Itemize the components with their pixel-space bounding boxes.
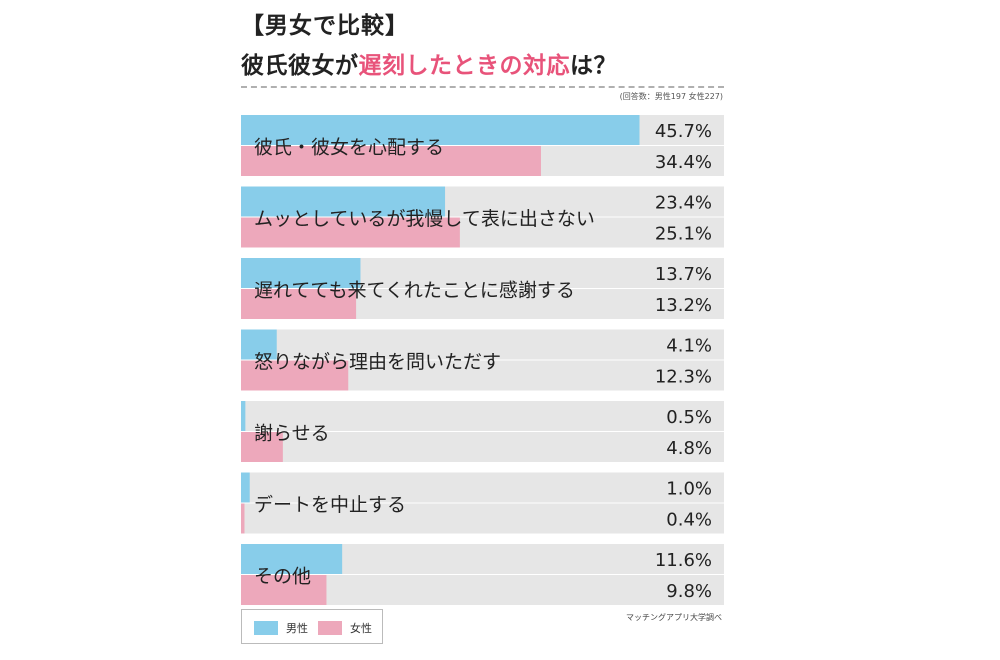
category-label: 謝らせる (254, 423, 330, 445)
category-label: 彼氏・彼女を心配する (254, 137, 444, 159)
legend-label-male: 男性 (286, 622, 308, 635)
legend: 男性 女性 (241, 609, 383, 644)
value-label-female: 9.8% (666, 581, 712, 602)
bar-male (241, 401, 246, 431)
value-label-male: 13.7% (655, 264, 712, 285)
bar-female (241, 146, 541, 176)
title-accent: 遅刻したときの対応 (358, 53, 570, 79)
category-label: その他 (254, 566, 311, 588)
value-label-male: 0.5% (666, 407, 712, 428)
value-label-female: 4.8% (666, 438, 712, 459)
legend-label-female: 女性 (350, 622, 372, 635)
value-label-male: 45.7% (655, 121, 712, 142)
title-prefix: 彼氏彼女が (241, 53, 359, 79)
bar-female (241, 432, 283, 462)
legend-swatch-male (254, 621, 278, 635)
value-label-female: 12.3% (655, 367, 712, 388)
category-label: ムッとしているが我慢して表に出さない (254, 208, 595, 230)
bar-male (241, 186, 446, 217)
value-label-female: 34.4% (655, 152, 712, 173)
category-label: 遅れてても来てくれたことに感謝する (254, 280, 575, 302)
value-label-female: 25.1% (655, 224, 712, 245)
respondent-count: (回答数：男性197 女性227) (619, 92, 723, 101)
source-credit: マッチングアプリ大学調べ (626, 613, 722, 622)
bar-male (241, 472, 250, 503)
bar-male (241, 329, 277, 360)
bar-female (241, 575, 327, 605)
category-label: デートを中止する (254, 494, 406, 516)
bar-female (241, 217, 460, 248)
bar-track (241, 472, 724, 503)
bar-female (241, 503, 245, 534)
value-label-male: 1.0% (666, 479, 712, 500)
title-suffix: は？ (570, 53, 617, 79)
bar-male (241, 544, 343, 574)
chart-title-line2: 彼氏彼女が遅刻したときの対応は？ (241, 46, 617, 80)
dashed-divider (241, 86, 724, 88)
legend-swatch-female (318, 621, 342, 635)
bar-male (241, 115, 640, 145)
category-label: 怒りながら理由を問いただす (254, 351, 501, 373)
value-label-female: 0.4% (666, 510, 712, 531)
value-label-male: 23.4% (655, 193, 712, 214)
bar-track (241, 503, 724, 534)
bar-track (241, 329, 724, 360)
bar-female (241, 289, 357, 319)
bar-track (241, 432, 724, 462)
bar-male (241, 258, 361, 288)
value-label-male: 4.1% (666, 336, 712, 357)
value-label-female: 13.2% (655, 295, 712, 316)
value-label-male: 11.6% (655, 550, 712, 571)
bar-female (241, 360, 349, 391)
chart-title-line1: 【男女で比較】 (241, 13, 409, 39)
bar-track (241, 401, 724, 431)
